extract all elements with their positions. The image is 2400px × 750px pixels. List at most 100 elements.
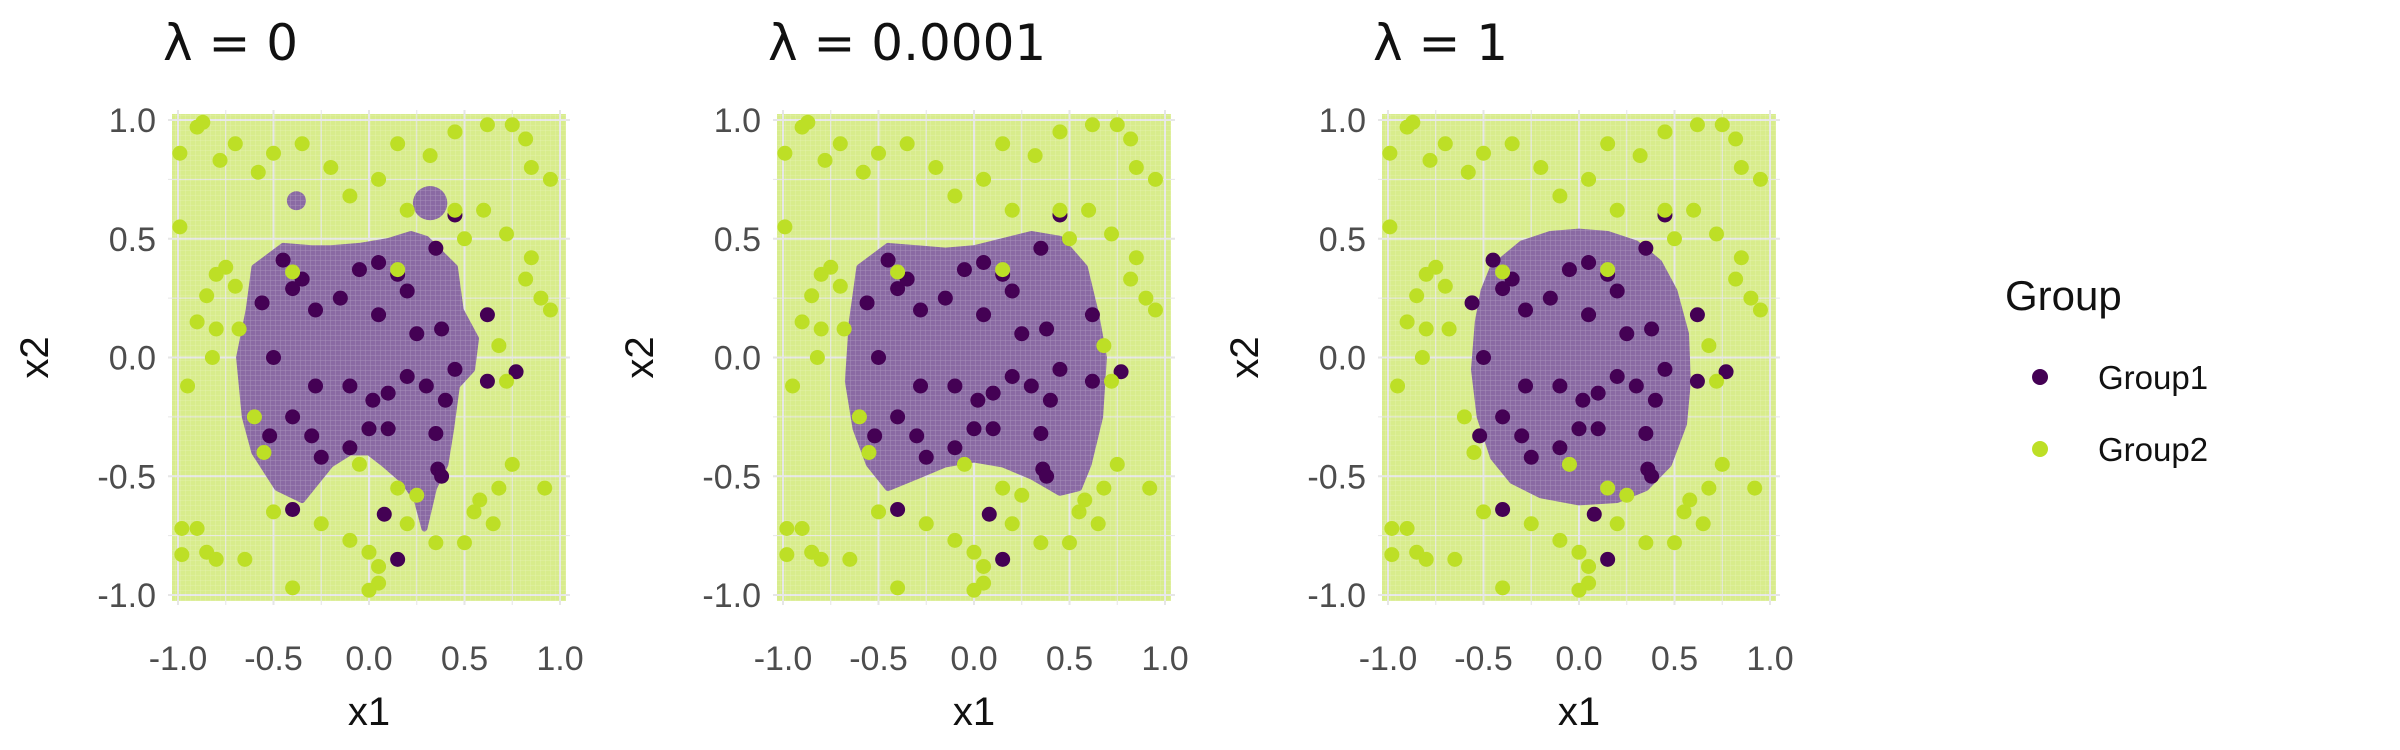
- group2-point: [995, 136, 1011, 152]
- group2-point: [851, 409, 867, 425]
- group2-point: [180, 378, 196, 394]
- y-tick-label: 1.0: [109, 102, 156, 140]
- x-tick-label: 0.0: [1555, 640, 1602, 678]
- group2-point: [1733, 250, 1749, 266]
- group1-point: [275, 252, 291, 268]
- group2-point: [537, 480, 553, 496]
- group1-point: [1590, 385, 1606, 401]
- legend-label: Group1: [2098, 359, 2208, 396]
- group2-point: [1384, 547, 1400, 563]
- group2-point: [1667, 535, 1682, 551]
- group2-point: [1027, 148, 1043, 164]
- group2-point: [1609, 516, 1625, 532]
- group2-point: [1632, 148, 1648, 164]
- panel-2: -1.0 -0.5 0.0 0.5 1.0 -1.0 -0.5 0.0 0.5 1.0 x1 x2 λ …: [618, 14, 1189, 734]
- group2-point: [1714, 117, 1730, 133]
- group2-point: [1390, 378, 1406, 394]
- group1-point: [890, 502, 906, 517]
- group2-point: [899, 136, 915, 152]
- group1-point: [1647, 392, 1663, 408]
- group1-point: [308, 302, 324, 318]
- group1-point: [1476, 350, 1491, 365]
- group2-point: [1081, 202, 1097, 218]
- group1-point: [371, 307, 387, 323]
- group2-point: [1600, 136, 1616, 152]
- group2-point: [794, 521, 810, 536]
- group2-point: [199, 288, 215, 304]
- x-tick-label: 1.0: [1746, 640, 1793, 678]
- y-axis-title: x2: [13, 336, 57, 378]
- group2-point: [1581, 171, 1597, 187]
- group2-point: [966, 582, 982, 598]
- group1-point: [1052, 361, 1068, 377]
- legend-title: Group: [2005, 272, 2122, 319]
- x-tick-label: 0.0: [950, 640, 997, 678]
- group2-point: [1695, 516, 1711, 532]
- group2-point: [189, 314, 205, 330]
- group2-point: [1138, 290, 1154, 306]
- group1-point: [909, 428, 925, 444]
- group1-point: [1495, 281, 1511, 297]
- x-tick-label: 0.0: [345, 640, 392, 678]
- group2-point: [1409, 288, 1425, 304]
- group2-point: [472, 492, 488, 508]
- group1-point: [428, 240, 444, 256]
- y-tick-label: 1.0: [714, 102, 761, 140]
- group2-point: [285, 264, 301, 280]
- group2-point: [1077, 492, 1093, 508]
- group1-point: [1644, 321, 1660, 337]
- group2-point: [1033, 535, 1049, 551]
- group2-point: [1709, 226, 1725, 242]
- group2-point: [1533, 160, 1549, 175]
- x-tick-label: 1.0: [1141, 640, 1188, 678]
- group1-point: [1552, 378, 1568, 394]
- group1-point: [890, 409, 906, 425]
- group1-point: [376, 506, 392, 522]
- group2-point: [1714, 456, 1730, 472]
- group1-point: [365, 392, 381, 408]
- group2-point: [1422, 152, 1438, 168]
- group2-point: [1689, 117, 1705, 133]
- group2-point: [1743, 290, 1759, 306]
- x-axis-title: x1: [1558, 690, 1600, 734]
- group2-point: [1581, 559, 1597, 574]
- group2-point: [246, 409, 262, 425]
- group2-point: [1096, 338, 1112, 354]
- group2-point: [266, 145, 281, 161]
- legend-label: Group2: [2098, 431, 2208, 468]
- group1-point: [976, 307, 992, 323]
- group2-point: [266, 504, 281, 520]
- group2-point: [800, 114, 816, 130]
- group2-point: [1441, 321, 1457, 337]
- group1-point: [981, 506, 997, 522]
- group2-point: [794, 314, 810, 330]
- group2-point: [779, 521, 795, 536]
- group1-point: [1014, 326, 1030, 342]
- group2-point: [779, 547, 795, 563]
- group2-point: [1657, 124, 1673, 140]
- group1-point: [1552, 440, 1568, 456]
- group2-point: [1382, 219, 1398, 235]
- group1-point: [1514, 428, 1530, 444]
- group2-point: [890, 580, 906, 596]
- group1-point: [1542, 290, 1558, 306]
- group2-point: [361, 544, 377, 560]
- group2-point: [1701, 338, 1717, 354]
- group2-point: [1062, 231, 1077, 247]
- group2-point: [1090, 516, 1106, 532]
- group2-point: [1004, 516, 1020, 532]
- group1-point: [1609, 369, 1625, 384]
- group2-point: [466, 504, 482, 520]
- group2-point: [1638, 535, 1654, 551]
- group2-point: [956, 456, 972, 472]
- group2-point: [1014, 487, 1030, 503]
- x-tick-label: 0.5: [1046, 640, 1093, 678]
- panel-title: λ = 0.0001: [768, 14, 1046, 72]
- group1-point: [1586, 506, 1602, 522]
- region-texture: [1382, 114, 1776, 601]
- group1-point: [995, 551, 1011, 567]
- x-tick-label: -1.0: [754, 640, 813, 678]
- group2-point: [1052, 202, 1068, 218]
- group1-point: [966, 421, 982, 437]
